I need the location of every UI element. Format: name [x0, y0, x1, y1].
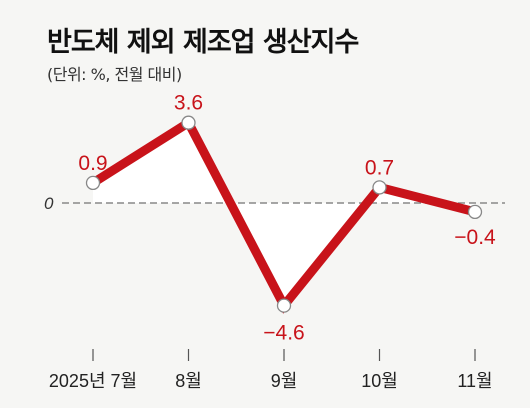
data-label: 0.7	[365, 156, 394, 179]
data-label: −0.4	[454, 226, 496, 249]
data-point	[372, 180, 387, 195]
x-tick-label: 8월	[175, 371, 202, 391]
chart-subtitle: (단위: %, 전월 대비)	[47, 65, 182, 84]
x-tick-label: 9월	[271, 371, 298, 391]
data-label: −4.6	[263, 322, 304, 345]
data-point	[467, 204, 483, 220]
data-label: 3.6	[174, 92, 203, 115]
data-point	[85, 175, 101, 191]
data-point	[276, 298, 292, 313]
x-tick-label: 2025년 7월	[49, 371, 137, 391]
data-label: 0.9	[78, 152, 107, 175]
x-tick-label: 11월	[457, 371, 492, 391]
chart-title: 반도체 제외 제조업 생산지수	[47, 27, 359, 58]
area-fill	[93, 122, 475, 306]
x-tick-label: 10월	[361, 371, 398, 391]
data-point	[181, 115, 196, 130]
zero-label: 0	[44, 194, 54, 213]
